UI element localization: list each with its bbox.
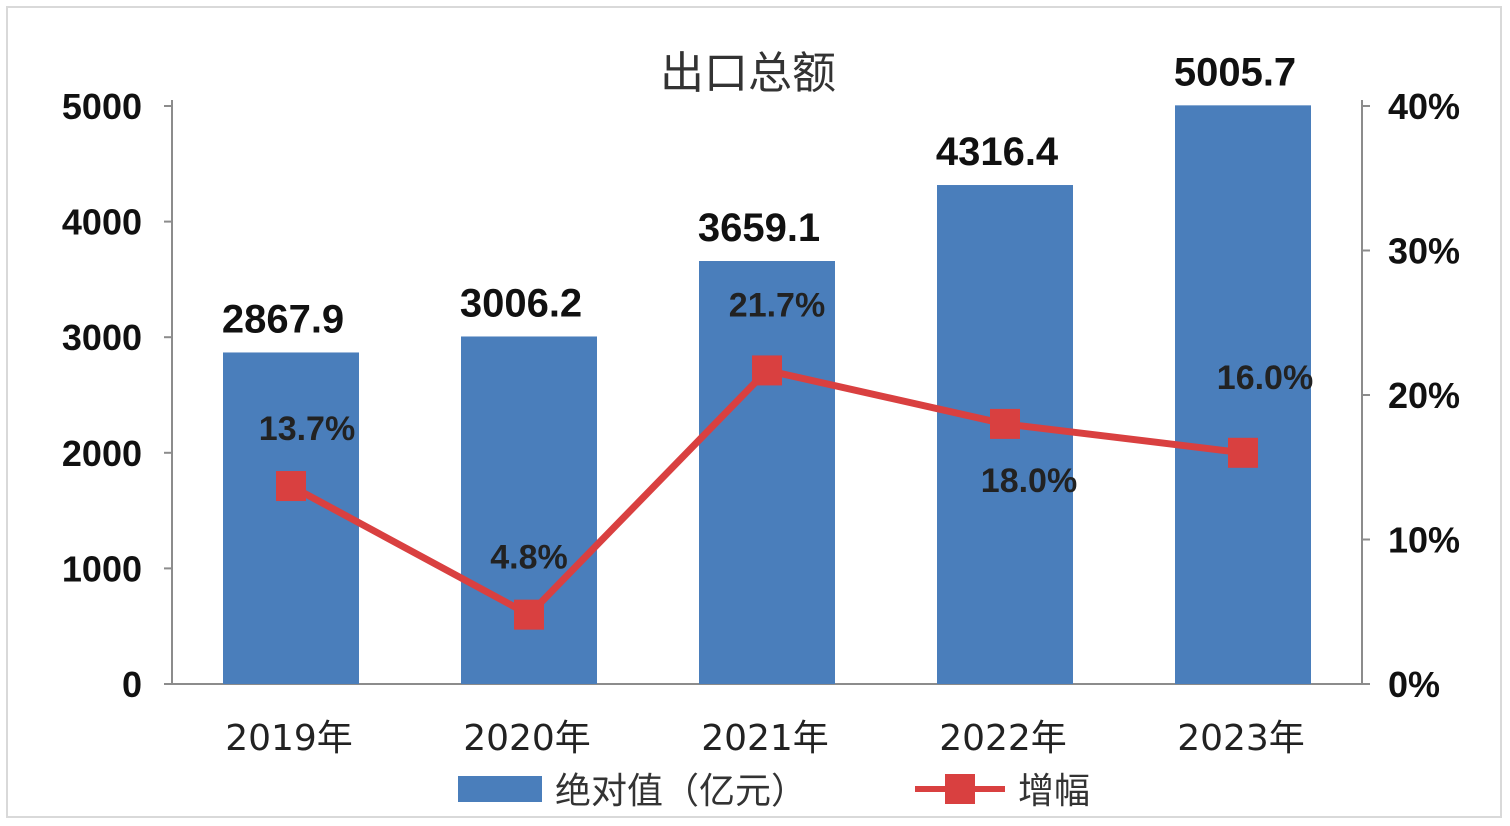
- axes: 0 1000 2000 3000 4000 5000 0% 10% 20% 30% 40%: [62, 86, 1460, 705]
- bar-value-label: 2867.9: [222, 297, 344, 341]
- right-tick-label: 20%: [1388, 375, 1460, 416]
- growth-labels: 13.7% 4.8% 21.7% 18.0% 16.0%: [259, 286, 1313, 576]
- growth-marker: [752, 355, 782, 386]
- left-tick-label: 4000: [62, 202, 142, 243]
- right-tick-label: 40%: [1388, 86, 1460, 127]
- bar-labels: 2867.9 3006.2 3659.1 4316.4 5005.7: [222, 50, 1296, 341]
- x-tick-label: 2021年: [701, 718, 829, 759]
- x-ticks: 2019年 2020年 2021年 2022年 2023年: [225, 718, 1305, 759]
- bar-value-label: 5005.7: [1174, 50, 1296, 94]
- x-tick-label: 2020年: [463, 718, 591, 759]
- growth-marker: [1228, 437, 1258, 468]
- chart-title: 出口总额: [660, 48, 836, 99]
- bar: [223, 352, 359, 684]
- legend-line-marker: [945, 774, 975, 804]
- legend-line-label: 增幅: [1018, 771, 1090, 812]
- left-tick-label: 3000: [62, 317, 142, 358]
- right-tick-label: 10%: [1388, 520, 1460, 561]
- bar: [1175, 105, 1311, 685]
- bar: [461, 336, 597, 684]
- growth-marker: [514, 599, 544, 630]
- legend-bar-swatch: [458, 776, 542, 802]
- bar-value-label: 3006.2: [460, 281, 582, 325]
- left-tick-label: 1000: [62, 548, 142, 589]
- growth-marker: [990, 408, 1020, 439]
- growth-line: [276, 355, 1258, 630]
- legend-bar-label: 绝对值（亿元）: [555, 771, 807, 812]
- growth-value-label: 18.0%: [981, 462, 1077, 500]
- bar: [699, 261, 835, 684]
- growth-value-label: 21.7%: [729, 286, 825, 324]
- x-tick-label: 2023年: [1177, 718, 1305, 759]
- x-tick-label: 2019年: [225, 718, 353, 759]
- growth-value-label: 13.7%: [259, 410, 355, 448]
- bar-value-label: 4316.4: [936, 130, 1059, 174]
- x-tick-label: 2022年: [939, 718, 1067, 759]
- right-tick-label: 30%: [1388, 231, 1460, 272]
- bars: [223, 105, 1311, 685]
- left-tick-label: 2000: [62, 433, 142, 474]
- bar-value-label: 3659.1: [698, 206, 820, 250]
- growth-value-label: 4.8%: [490, 539, 568, 577]
- growth-marker: [276, 471, 306, 502]
- legend: 绝对值（亿元） 增幅: [458, 771, 1090, 812]
- right-tick-label: 0%: [1388, 664, 1440, 705]
- left-tick-label: 0: [122, 664, 142, 705]
- growth-value-label: 16.0%: [1217, 359, 1313, 397]
- left-tick-label: 5000: [62, 86, 142, 127]
